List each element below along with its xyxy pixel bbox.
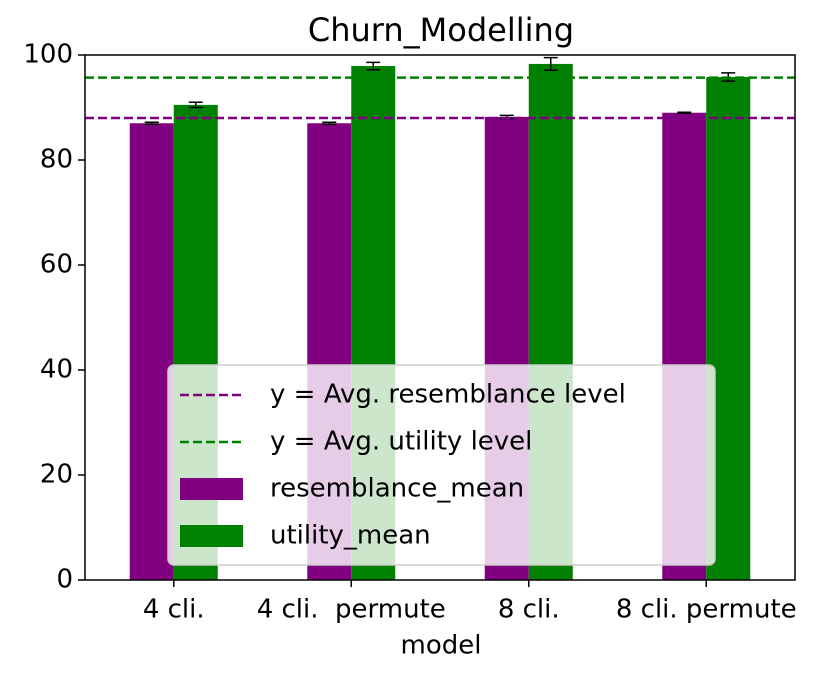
bar bbox=[129, 123, 174, 580]
x-tick-label: 4 cli. bbox=[143, 595, 205, 625]
legend-patch bbox=[180, 525, 243, 547]
chart-title: Churn_Modelling bbox=[308, 11, 574, 49]
y-tick-label: 20 bbox=[40, 460, 73, 490]
error-bar bbox=[366, 61, 381, 71]
legend-label: y = Avg. resemblance level bbox=[270, 380, 626, 410]
legend-patch bbox=[180, 478, 243, 500]
error-bar bbox=[322, 121, 337, 126]
y-tick-label: 60 bbox=[40, 250, 73, 280]
legend-box bbox=[167, 364, 716, 566]
x-tick-label: 8 cli. bbox=[498, 595, 560, 625]
y-tick-label: 100 bbox=[23, 40, 73, 70]
error-bar bbox=[144, 121, 159, 126]
y-tick-label: 0 bbox=[56, 565, 73, 595]
error-bar bbox=[188, 101, 203, 109]
x-axis-label: model bbox=[401, 631, 482, 661]
legend-label: utility_mean bbox=[270, 521, 431, 551]
plot-frame bbox=[84, 54, 796, 581]
x-tick-label: 4 cli. permute bbox=[257, 595, 446, 625]
error-bar bbox=[677, 111, 692, 115]
legend-label: y = Avg. utility level bbox=[270, 427, 532, 457]
x-tick-label: 8 cli. permute bbox=[616, 595, 797, 625]
error-bar bbox=[543, 56, 558, 71]
y-tick-label: 40 bbox=[40, 355, 73, 385]
y-tick-label: 80 bbox=[40, 145, 73, 175]
legend-label: resemblance_mean bbox=[270, 474, 524, 504]
